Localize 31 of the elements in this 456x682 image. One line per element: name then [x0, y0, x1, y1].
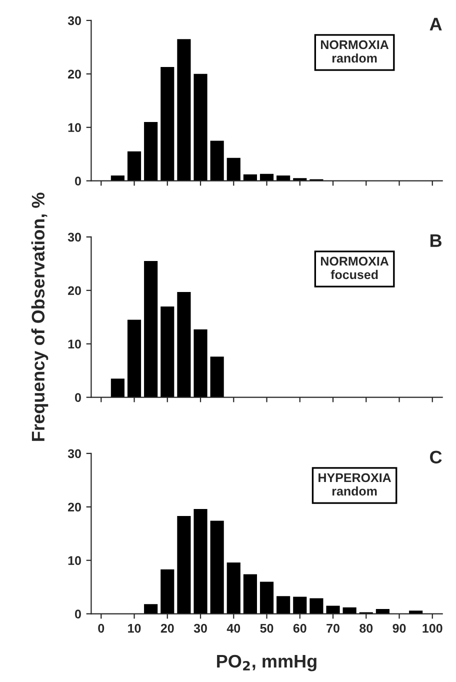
y-tick-label: 30: [68, 232, 81, 242]
y-tick-label: 30: [68, 16, 81, 26]
annotation: A: [430, 18, 442, 30]
y-tick-label: 0: [75, 176, 81, 186]
x-tick-label: 50: [260, 624, 274, 633]
y-tick-label: 30: [68, 449, 81, 458]
x-tick-label: 0: [98, 624, 104, 633]
y-tick-label: 10: [68, 340, 81, 349]
x-tick-label: 30: [194, 624, 207, 633]
annotation: B: [430, 234, 442, 247]
x-tick-label: 100: [422, 624, 442, 633]
annotation: NORMOXIA random: [321, 40, 389, 63]
annotation: C: [430, 450, 442, 464]
x-tick-label: 70: [326, 624, 340, 633]
x-tick-label: 40: [226, 624, 240, 633]
annotation: NORMOXIA focused: [321, 256, 389, 280]
x-tick-label: 80: [360, 624, 373, 633]
y-tick-label: 20: [68, 70, 81, 79]
y-tick-label: 10: [68, 123, 81, 132]
y-tick-label: 0: [75, 610, 81, 618]
y-tick-label: 20: [68, 286, 81, 296]
x-tick-label: 90: [392, 624, 406, 633]
x-tick-label: 20: [160, 624, 174, 633]
y-tick-label: 10: [68, 556, 81, 565]
x-tick-label: 60: [293, 624, 306, 633]
annotation: HYPEROXIA random: [318, 473, 392, 496]
y-tick-label: 0: [75, 393, 81, 402]
y-axis-title: Frequency of Observation, %: [31, 192, 48, 441]
x-tick-label: 10: [128, 624, 141, 633]
x-axis-title: PO$_{2}$, mmHg: [217, 654, 316, 672]
y-tick-label: 20: [68, 502, 81, 512]
